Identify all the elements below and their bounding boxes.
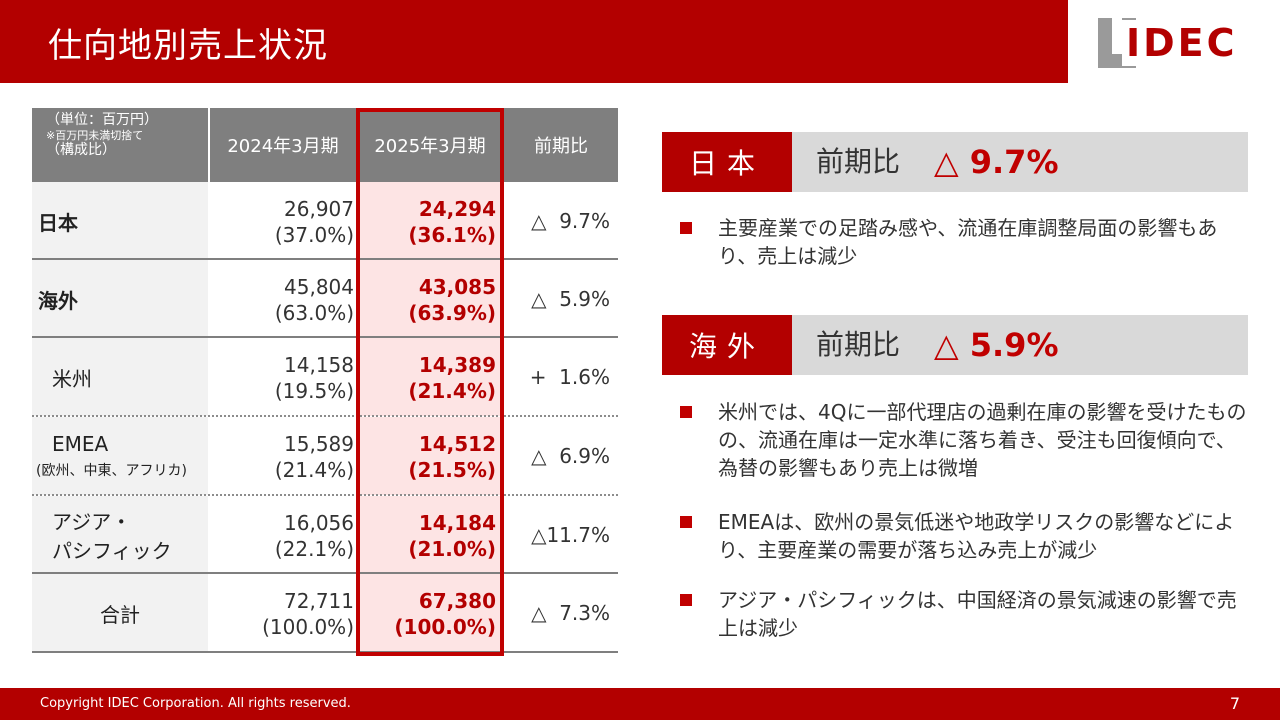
row-label: アジア・ パシフィック <box>32 496 208 574</box>
fy2025-highlight-box <box>356 108 504 656</box>
japan-tag: 日本 <box>662 132 792 192</box>
logo-text: IDEC <box>1122 20 1238 66</box>
prev-value: 14,158 (19.5%) <box>274 353 354 403</box>
table-row-overseas: 海外 45,804 (63.0%) 43,085 (63.9%) △ 5.9% <box>32 260 618 338</box>
footer-bar: Copyright IDEC Corporation. All rights r… <box>0 688 1280 720</box>
yoy-value: △ 5.9% <box>531 287 610 311</box>
prev-value: 15,589 (21.4%) <box>274 432 354 482</box>
japan-yoy-label: 前期比 <box>816 145 901 178</box>
row-label: 日本 <box>32 182 208 260</box>
overseas-yoy-value: △ 5.9% <box>934 326 1059 364</box>
prev-value: 16,056 (22.1%) <box>274 511 354 561</box>
curr-value: 14,184 (21.0%) <box>358 496 502 574</box>
overseas-panel-header: 海外 前期比 △ 5.9% <box>662 315 1248 375</box>
table-row-asia-pacific: アジア・ パシフィック 16,056 (22.1%) 14,184 (21.0%) … <box>32 496 618 574</box>
column-header-fy2025: 2025年3月期 <box>358 108 502 182</box>
prev-value: 26,907 (37.0%) <box>274 197 354 247</box>
curr-value: 43,085 (63.9%) <box>358 260 502 338</box>
yoy-value: △ 6.9% <box>531 444 610 468</box>
prev-value: 72,711 (100.0%) <box>262 589 354 639</box>
table-header-row: （単位：百万円） ※百万円未満切捨て （構成比） 2024年3月期 2025年3… <box>32 108 618 182</box>
bullet-square-icon <box>680 406 692 418</box>
overseas-tag: 海外 <box>662 315 792 375</box>
overseas-bullet-emea: EMEAは、欧州の景気低迷や地政学リスクの影響などにより、主要産業の需要が落ち込… <box>678 508 1248 564</box>
row-divider <box>32 651 618 653</box>
composition-label: （構成比） <box>46 142 116 158</box>
emea-note: (欧州、中東、アフリカ) <box>36 463 187 479</box>
row-label: 米州 <box>32 338 208 416</box>
row-divider <box>32 258 618 260</box>
bullet-square-icon <box>680 222 692 234</box>
prev-value: 45,804 (63.0%) <box>274 275 354 325</box>
curr-value: 67,380 (100.0%) <box>358 574 502 652</box>
unit-header-cell: （単位：百万円） ※百万円未満切捨て （構成比） <box>32 108 208 182</box>
table-row-emea: EMEA (欧州、中東、アフリカ) 15,589 (21.4%) 14,512 (2… <box>32 417 618 495</box>
yoy-value: △11.7% <box>531 523 610 547</box>
row-divider <box>32 336 618 338</box>
japan-yoy-value: △ 9.7% <box>934 143 1059 181</box>
yoy-value: △ 9.7% <box>531 209 610 233</box>
bullet-square-icon <box>680 516 692 528</box>
page-number: 7 <box>1229 694 1240 713</box>
column-header-yoy: 前期比 <box>504 108 618 182</box>
yoy-value: △ 7.3% <box>531 601 610 625</box>
table-row-americas: 米州 14,158 (19.5%) 14,389 (21.4%) + 1.6% <box>32 338 618 416</box>
row-label: EMEA (欧州、中東、アフリカ) <box>32 417 208 495</box>
row-divider-dotted <box>32 494 618 496</box>
row-divider <box>32 572 618 574</box>
table-row-total: 合計 72,711 (100.0%) 67,380 (100.0%) △ 7.3% <box>32 574 618 652</box>
overseas-yoy-label: 前期比 <box>816 328 901 361</box>
curr-value: 24,294 (36.1%) <box>358 182 502 260</box>
title-bar: 仕向地別売上状況 <box>0 0 1068 83</box>
column-header-fy2024: 2024年3月期 <box>210 108 356 182</box>
table-row-japan: 日本 26,907 (37.0%) 24,294 (36.1%) △ 9.7% <box>32 182 618 260</box>
overseas-bullet-americas: 米州では、4Qに一部代理店の過剰在庫の影響を受けたものの、流通在庫は一定水準に落… <box>678 398 1248 482</box>
japan-panel-header: 日本 前期比 △ 9.7% <box>662 132 1248 192</box>
idec-logo: IDEC <box>1098 18 1246 68</box>
japan-bullet: 主要産業での足踏み感や、流通在庫調整局面の影響もあり、売上は減少 <box>678 214 1248 270</box>
curr-value: 14,389 (21.4%) <box>358 338 502 416</box>
curr-value: 14,512 (21.5%) <box>358 417 502 495</box>
row-divider-dotted <box>32 415 618 417</box>
copyright-text: Copyright IDEC Corporation. All rights r… <box>40 696 351 711</box>
bullet-square-icon <box>680 594 692 606</box>
row-label: 合計 <box>32 574 208 652</box>
row-label: 海外 <box>32 260 208 338</box>
rounding-note: ※百万円未満切捨て <box>46 129 144 142</box>
unit-label: （単位：百万円） <box>46 112 158 128</box>
yoy-value: + 1.6% <box>529 365 610 389</box>
page-title: 仕向地別売上状況 <box>48 26 328 66</box>
overseas-bullet-asia: アジア・パシフィックは、中国経済の景気減速の影響で売上は減少 <box>678 586 1248 642</box>
